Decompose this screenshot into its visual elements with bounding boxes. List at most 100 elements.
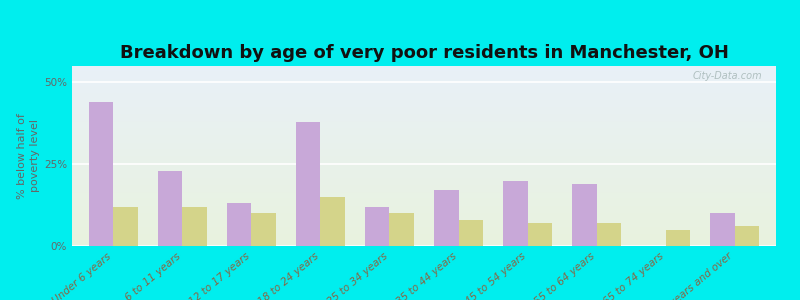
Bar [72, 243, 776, 244]
Bar [72, 198, 776, 199]
Bar [72, 233, 776, 234]
Bar [72, 137, 776, 138]
Bar [72, 176, 776, 177]
Bar [72, 97, 776, 98]
Bar [72, 144, 776, 145]
Bar [72, 69, 776, 70]
Bar [158, 171, 182, 246]
Bar [72, 207, 776, 208]
Bar [72, 224, 776, 225]
Bar [182, 207, 206, 246]
Bar [72, 72, 776, 73]
Bar [72, 163, 776, 164]
Bar [72, 197, 776, 198]
Bar [72, 189, 776, 190]
Bar [72, 235, 776, 236]
Bar [72, 192, 776, 193]
Bar [366, 207, 390, 246]
Bar [390, 213, 414, 246]
Bar [572, 184, 597, 246]
Bar [72, 194, 776, 195]
Bar [72, 105, 776, 106]
Bar [72, 205, 776, 206]
Bar [72, 78, 776, 79]
Bar [72, 90, 776, 91]
Bar [72, 158, 776, 159]
Bar [72, 120, 776, 121]
Bar [72, 230, 776, 231]
Bar [72, 133, 776, 134]
Bar [72, 102, 776, 103]
Bar [72, 121, 776, 122]
Bar [72, 146, 776, 147]
Bar [72, 238, 776, 239]
Bar [72, 111, 776, 112]
Bar [72, 213, 776, 214]
Bar [72, 132, 776, 133]
Bar [72, 185, 776, 186]
Bar [72, 193, 776, 194]
Bar [72, 166, 776, 167]
Bar [72, 104, 776, 105]
Bar [72, 216, 776, 217]
Bar [72, 169, 776, 170]
Bar [72, 188, 776, 189]
Bar [251, 213, 276, 246]
Bar [72, 91, 776, 92]
Bar [72, 109, 776, 110]
Bar [72, 225, 776, 226]
Bar [72, 122, 776, 123]
Bar [72, 161, 776, 162]
Bar [72, 196, 776, 197]
Bar [72, 162, 776, 163]
Bar [72, 210, 776, 211]
Bar [72, 227, 776, 228]
Bar [72, 231, 776, 232]
Bar [72, 135, 776, 136]
Bar [72, 175, 776, 176]
Bar [72, 139, 776, 140]
Bar [72, 223, 776, 224]
Bar [72, 92, 776, 93]
Bar [72, 168, 776, 169]
Bar [72, 237, 776, 238]
Bar [72, 67, 776, 68]
Bar [72, 89, 776, 90]
Bar [72, 118, 776, 119]
Bar [72, 182, 776, 183]
Bar [72, 145, 776, 146]
Bar [72, 150, 776, 151]
Bar [72, 130, 776, 131]
Bar [72, 149, 776, 150]
Bar [72, 245, 776, 246]
Bar [72, 143, 776, 144]
Bar [114, 207, 138, 246]
Bar [72, 220, 776, 221]
Bar [72, 84, 776, 85]
Bar [72, 172, 776, 173]
Bar [72, 156, 776, 157]
Bar [72, 199, 776, 200]
Bar [72, 201, 776, 202]
Bar [72, 81, 776, 82]
Bar [72, 209, 776, 210]
Bar [72, 183, 776, 184]
Bar [72, 170, 776, 171]
Bar [72, 128, 776, 129]
Bar [72, 123, 776, 124]
Bar [72, 241, 776, 242]
Bar [72, 236, 776, 237]
Bar [72, 174, 776, 175]
Bar [72, 228, 776, 229]
Bar [72, 165, 776, 166]
Bar [72, 186, 776, 187]
Bar [227, 203, 251, 246]
Bar [72, 219, 776, 220]
Bar [72, 208, 776, 209]
Bar [72, 134, 776, 135]
Bar [72, 80, 776, 81]
Bar [72, 202, 776, 203]
Bar [72, 119, 776, 120]
Bar [72, 232, 776, 233]
Bar [72, 160, 776, 161]
